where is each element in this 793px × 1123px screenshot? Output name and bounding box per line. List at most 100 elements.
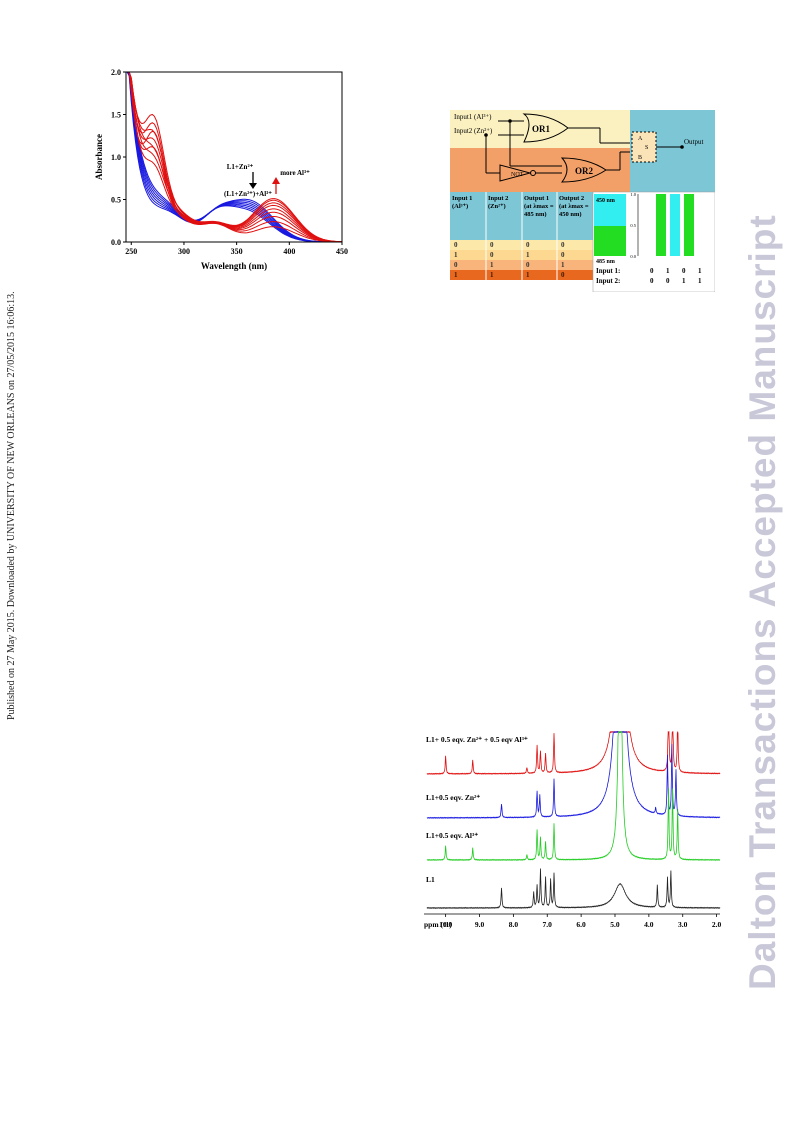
uv-x-tick-label: 350 — [231, 247, 243, 256]
nmr-label-1: L1+0.5 eqv. Zn²⁺ — [426, 793, 480, 802]
uv-series-red-4 — [127, 71, 342, 243]
truth-cell-r1-c2: 1 — [526, 251, 530, 259]
uv-x-ticks: 250 300 350 400 450 — [125, 242, 348, 256]
bar-y-tick-label: 1.0 — [630, 192, 636, 197]
uv-series-blue-6 — [127, 71, 342, 243]
bar-input2-value-0: 0 — [650, 277, 654, 285]
uv-vis-chart: 250 300 350 400 450 0.0 0.5 1.0 1.5 2.0 Waveleng… — [94, 68, 348, 271]
uv-x-tick-label: 400 — [283, 247, 295, 256]
uv-y-label: Absorbance — [94, 134, 104, 180]
nmr-spectrum-2 — [426, 730, 721, 862]
truth-cell-r3-c1: 1 — [490, 271, 494, 279]
uv-series-red-7 — [127, 71, 343, 243]
uv-arrow-up-head — [272, 177, 280, 184]
bar-input1-value-1: 1 — [666, 267, 670, 275]
uv-series-blue-4 — [127, 71, 342, 243]
logic-bg-bottom — [450, 148, 630, 192]
truth-cell-r0-c1: 0 — [490, 241, 494, 249]
uv-series-blue-2 — [126, 71, 342, 243]
truth-cell-r2-c0: 0 — [454, 261, 458, 269]
nmr-ticks: 10.0 9.0 8.0 7.0 6.0 5.0 4.0 3.0 2.0 — [439, 914, 722, 929]
logic-wires — [485, 113, 682, 183]
bar-450-nm-2 — [670, 194, 680, 256]
nmr-spectra — [426, 730, 721, 910]
bar-chart-axis: 0.0 0.5 1.0 — [630, 192, 639, 259]
uv-y-tick-label: 1.5 — [111, 111, 121, 120]
truth-cell-r1-c3: 0 — [561, 251, 565, 259]
bar-y-tick-label: 0.5 — [630, 223, 636, 228]
logic-figure: Input1 (Al³⁺) Input2 (Zn²⁺) OR1 — [450, 110, 716, 293]
switch-b-label: B — [638, 155, 642, 161]
uv-y-tick-label: 0.5 — [111, 196, 121, 205]
nmr-axis-label: ppm (t1) — [424, 920, 452, 929]
publication-note-text: Published on 27 May 2015. Downloaded by … — [6, 291, 17, 720]
logic-output-label: Output — [684, 138, 704, 146]
nmr-tick-label: 3.0 — [678, 920, 688, 929]
nmr-spectrum-3 — [426, 868, 721, 910]
truth-table-rows: 0 0 0 0 1 0 1 0 0 1 0 1 1 1 1 0 — [454, 241, 565, 279]
bar-input1-value-2: 0 — [682, 267, 686, 275]
uv-series-blue-3 — [127, 71, 342, 243]
truth-cell-r3-c3: 0 — [561, 271, 565, 279]
uv-series-red-2 — [127, 71, 343, 243]
nmr-figure: L1+ 0.5 eqv. Zn²⁺ + 0.5 eqv Al³⁺ L1+0.5 … — [424, 730, 722, 929]
bar-chart-bars — [656, 194, 694, 256]
uv-series-red-8 — [127, 71, 343, 243]
legend-450-label: 450 nm — [596, 198, 615, 204]
logic-input2: Input2 (Zn²⁺) — [454, 127, 493, 135]
uv-series-red-1 — [127, 71, 342, 243]
uv-series-red-5 — [127, 71, 343, 243]
uv-x-tick-label: 250 — [125, 247, 137, 256]
uv-x-tick-label: 450 — [336, 247, 348, 256]
truth-cell-r3-c2: 1 — [526, 271, 530, 279]
truth-header-input1: Input 1 (Al³⁺) — [452, 195, 473, 210]
truth-cell-r3-c0: 1 — [454, 271, 458, 279]
bar-input1-value-3: 1 — [698, 267, 702, 275]
uv-series-blue-1 — [126, 71, 342, 243]
bar-input2-label: Input 2: — [596, 277, 620, 285]
uv-series-blue-0 — [126, 71, 342, 243]
bar-485-nm-1 — [656, 194, 666, 256]
nmr-tick-label: 7.0 — [543, 920, 553, 929]
bar-input-values: 0 1 0 1 0 0 1 1 — [650, 267, 702, 285]
uv-annotation-more-al: more Al³⁺ — [280, 169, 310, 177]
bar-input2-value-1: 0 — [666, 277, 670, 285]
truth-cell-r1-c0: 1 — [454, 251, 458, 259]
uv-series-blue-5 — [127, 71, 342, 243]
truth-header-output1: Output 1 (at λmax = 485 nm) — [524, 195, 554, 218]
nmr-tick-label: 6.0 — [576, 920, 586, 929]
uv-series-red-0 — [127, 71, 342, 243]
uv-annotation-l1zn: L1+Zn²⁺ — [227, 163, 254, 171]
bar-input2-value-2: 1 — [682, 277, 686, 285]
nmr-tick-label: 8.0 — [509, 920, 519, 929]
truth-cell-r1-c1: 0 — [490, 251, 494, 259]
uv-y-tick-label: 2.0 — [111, 68, 121, 77]
nmr-spectrum-0 — [426, 730, 721, 776]
legend-485-label: 485 nm — [596, 259, 615, 265]
bar-y-tick-label: 0.0 — [630, 254, 636, 259]
nmr-tick-label: 2.0 — [712, 920, 722, 929]
nmr-tick-label: 5.0 — [610, 920, 620, 929]
uv-plot-area — [126, 71, 343, 243]
nmr-label-3: L1 — [426, 875, 435, 884]
nmr-spectrum-1 — [426, 730, 721, 819]
truth-cell-r0-c2: 0 — [526, 241, 530, 249]
legend-485-swatch — [594, 226, 626, 256]
truth-cell-r0-c3: 0 — [561, 241, 565, 249]
nmr-tick-label: 4.0 — [644, 920, 654, 929]
gate-not-label: NOT — [511, 172, 524, 178]
truth-cell-r2-c1: 1 — [490, 261, 494, 269]
logic-input1: Input1 (Al³⁺) — [454, 113, 492, 121]
nmr-tick-label: 10.0 — [439, 920, 452, 929]
uv-x-label: Wavelength (nm) — [201, 261, 267, 271]
switch-a-label: A — [638, 136, 643, 142]
truth-cell-r0-c0: 0 — [454, 241, 458, 249]
uv-series-red-3 — [127, 71, 342, 243]
bar-input1-label: Input 1: — [596, 267, 620, 275]
uv-y-ticks: 0.0 0.5 1.0 1.5 2.0 — [111, 68, 126, 247]
uv-y-tick-label: 1.0 — [111, 153, 121, 162]
truth-cell-r2-c2: 0 — [526, 261, 530, 269]
nmr-label-0: L1+ 0.5 eqv. Zn²⁺ + 0.5 eqv Al³⁺ — [426, 735, 528, 744]
switch-s-label: S — [645, 145, 648, 151]
bar-485-nm-3 — [684, 194, 694, 256]
